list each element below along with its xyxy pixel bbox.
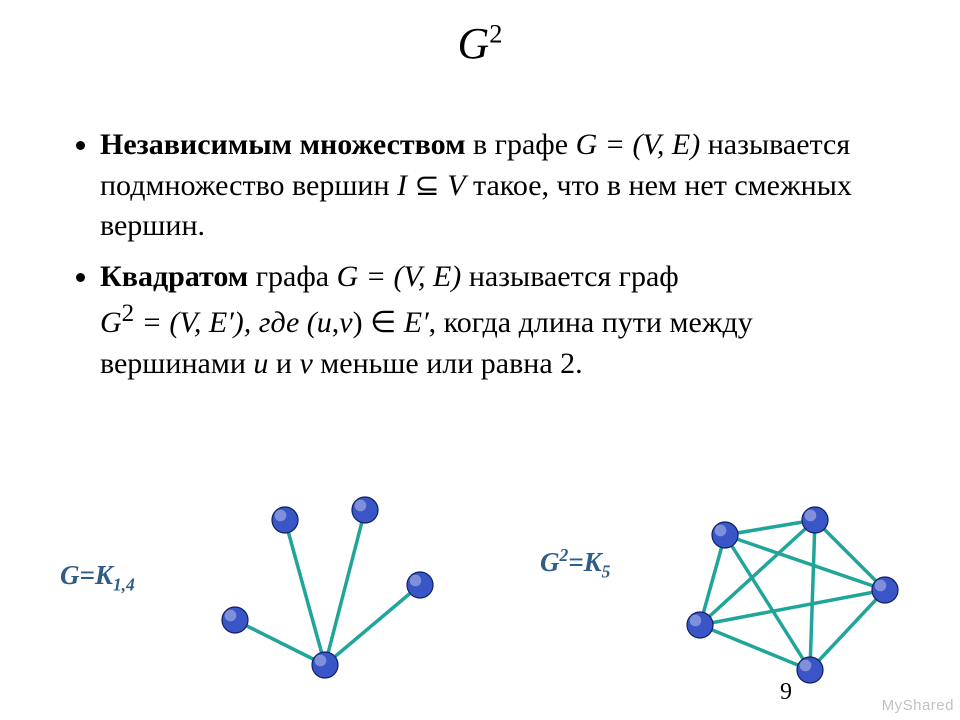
g2-K: K bbox=[584, 547, 602, 577]
g2-sub: 5 bbox=[602, 561, 611, 581]
b1-lead: Независимым множеством bbox=[100, 128, 466, 161]
b2-u: u bbox=[317, 306, 332, 339]
graph-node bbox=[312, 652, 338, 678]
title-sup: 2 bbox=[489, 18, 502, 48]
b2-v: v bbox=[339, 306, 352, 339]
graphs-region: G=K1,4 G2=K5 bbox=[0, 480, 960, 690]
slide-title: G2 bbox=[0, 18, 960, 69]
slide: G2 Независимым множеством в графе G = (V… bbox=[0, 0, 960, 720]
b2-text2: называется граф bbox=[461, 260, 678, 293]
bullet-list: Независимым множеством в графе G = (V, E… bbox=[60, 125, 900, 394]
b1-I: I bbox=[397, 169, 407, 202]
g2-eq: = bbox=[568, 547, 583, 577]
title-base: G bbox=[458, 19, 490, 68]
b2-sup: 2 bbox=[122, 300, 135, 327]
graph-edge bbox=[235, 620, 325, 665]
b2-l2b: = (V, E′), где ( bbox=[134, 306, 317, 339]
graph2-label: G2=K5 bbox=[540, 545, 610, 582]
b1-V: V bbox=[447, 169, 465, 202]
b2-v2: v bbox=[299, 347, 312, 380]
graph-node bbox=[352, 497, 378, 523]
graph-edge bbox=[325, 585, 420, 665]
graph2-diagram bbox=[630, 470, 930, 700]
graph-node bbox=[802, 507, 828, 533]
graph-node bbox=[687, 612, 713, 638]
graph-edge bbox=[285, 520, 325, 665]
graph1-label: G=K1,4 bbox=[60, 560, 135, 595]
b1-eq1: G = (V, E) bbox=[576, 128, 701, 161]
g1-pre: G= bbox=[60, 560, 95, 590]
graph-node bbox=[712, 522, 738, 548]
b2-Eprime: E′ bbox=[404, 306, 429, 339]
b2-text1: графа bbox=[248, 260, 336, 293]
page-number: 9 bbox=[780, 679, 792, 706]
b2-and: и bbox=[268, 347, 299, 380]
g2-sup: 2 bbox=[560, 545, 569, 565]
graph-node bbox=[872, 577, 898, 603]
graph-node bbox=[272, 507, 298, 533]
b2-l2c: ) ∈ bbox=[353, 306, 404, 339]
g1-sub: 1,4 bbox=[113, 574, 135, 594]
g1-K: K bbox=[95, 560, 113, 590]
graph-node bbox=[407, 572, 433, 598]
graph-node bbox=[797, 657, 823, 683]
b2-lead: Квадратом bbox=[100, 260, 248, 293]
b2-l2e: меньше или равна 2. bbox=[313, 347, 583, 380]
bullet-1: Независимым множеством в графе G = (V, E… bbox=[100, 125, 900, 247]
bullet-2: Квадратом графа G = (V, E) называется гр… bbox=[100, 257, 900, 385]
graph-edge bbox=[325, 510, 365, 665]
b2-eq1: G = (V, E) bbox=[337, 260, 462, 293]
graph-edge bbox=[810, 520, 815, 670]
graph-edge bbox=[700, 625, 810, 670]
b1-text1: в графе bbox=[466, 128, 576, 161]
watermark: MyShared bbox=[882, 697, 954, 714]
b2-G: G bbox=[100, 306, 122, 339]
graph1-diagram bbox=[175, 475, 475, 695]
graph-node bbox=[222, 607, 248, 633]
b2-u2: u bbox=[253, 347, 268, 380]
g2-G: G bbox=[540, 547, 560, 577]
b1-subset: ⊆ bbox=[407, 169, 447, 202]
graph-edge bbox=[725, 535, 810, 670]
